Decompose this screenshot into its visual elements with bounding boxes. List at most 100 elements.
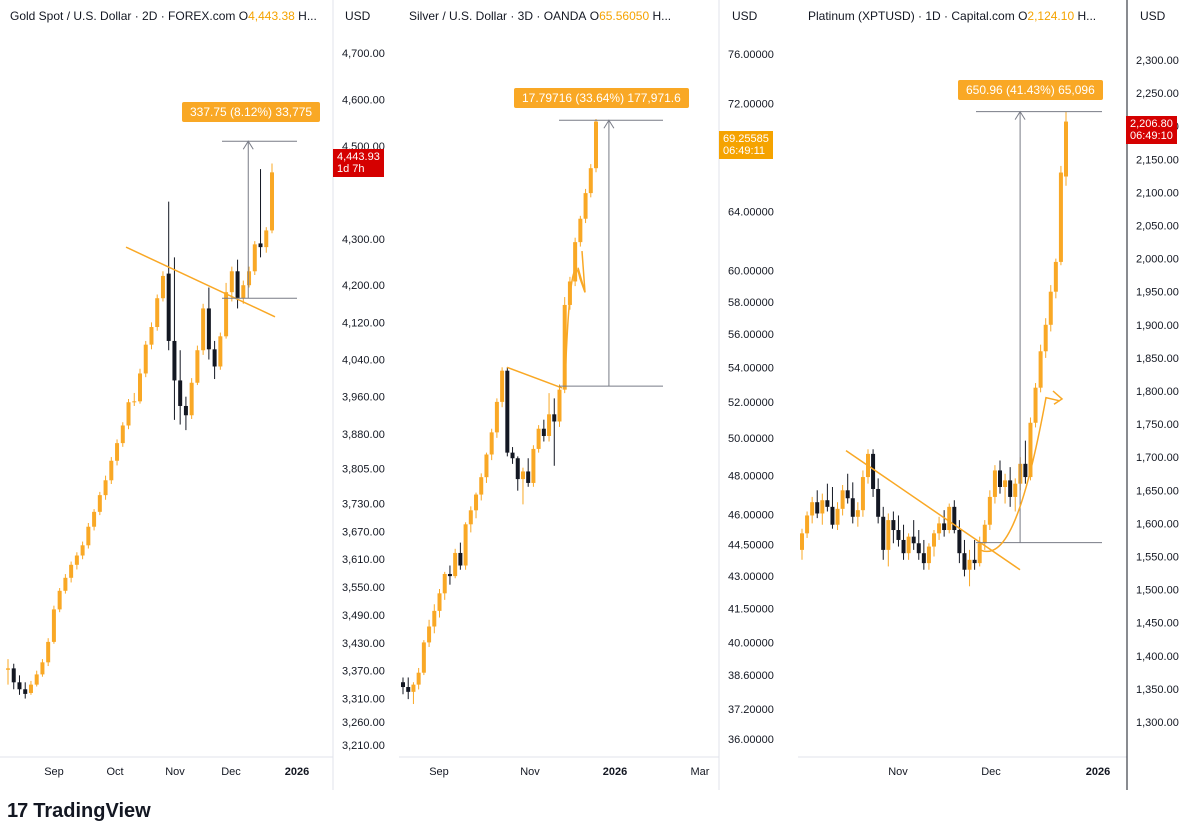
candle-body (1013, 483, 1018, 497)
candle-body (573, 242, 578, 282)
candle-body (427, 626, 432, 643)
candle-body (1038, 351, 1043, 388)
candle-body (23, 689, 28, 694)
candle-body (155, 298, 160, 328)
candle-body (987, 496, 992, 525)
silver-countdown: 06:49:11 (723, 145, 766, 157)
candle-body (57, 590, 62, 610)
candle-body (166, 273, 171, 341)
candle-body (998, 470, 1002, 487)
y-tick-label: 4,300.00 (342, 234, 385, 246)
candle-body (886, 520, 891, 550)
candle-body (437, 593, 442, 611)
candle-body (860, 477, 865, 511)
platinum-chart-svg[interactable]: 2,300.002,250.002,200.002,150.002,100.00… (798, 0, 1200, 790)
candle-body (149, 327, 154, 345)
candle-body (1023, 463, 1028, 478)
candle-body (189, 382, 194, 416)
candle-body (474, 494, 479, 511)
silver-chart-panel[interactable]: 76.00000 72.00000 64.00000 60.00000 58.00000… (399, 0, 797, 790)
y-tick-label: 1,900.00 (1136, 320, 1179, 332)
candle-body (432, 610, 437, 627)
gold-chart-panel[interactable]: 4,700.00 4,600.00 4,500.00 4,300.00 4,200.00… (0, 0, 398, 790)
y-tick-label: 41.50000 (728, 604, 774, 616)
candle-body (1033, 387, 1038, 423)
candle-body (447, 573, 452, 577)
candle-body (815, 502, 820, 514)
y-tick-label: 1,300.00 (1136, 717, 1179, 729)
candle-body (103, 480, 108, 496)
silver-chart-title: Silver / U.S. Dollar · 3D · OANDA O65.56… (409, 9, 671, 23)
candle-body (911, 536, 916, 544)
y-tick-label: 48.00000 (728, 470, 774, 482)
candle-body (896, 530, 901, 540)
candle-body (143, 344, 148, 374)
y-tick-label: 1,600.00 (1136, 518, 1179, 530)
candle-body (463, 524, 468, 566)
candle-body (138, 373, 142, 402)
candle-body (840, 490, 845, 509)
candle-body (1008, 480, 1013, 497)
tradingview-branding[interactable]: 17 TradingView (7, 800, 151, 823)
candle-body (1053, 261, 1058, 292)
candle-body (810, 502, 815, 516)
candle-body (982, 524, 987, 544)
candle-body (126, 402, 131, 426)
candle-body (583, 193, 588, 219)
candle-body (876, 488, 881, 517)
candle-body (562, 304, 567, 390)
platinum-countdown: 06:49:10 (1130, 130, 1173, 142)
y-tick-label: 4,200.00 (342, 280, 385, 292)
candle-body (241, 285, 246, 299)
candle-body (86, 526, 91, 546)
y-tick-label: 3,210.00 (342, 740, 385, 752)
candle-body (28, 684, 33, 693)
candle-body (453, 552, 458, 577)
y-tick-label: 64.00000 (728, 207, 774, 219)
y-tick-label: 2,100.00 (1136, 187, 1179, 199)
platinum-chart-panel[interactable]: 2,300.002,250.002,200.002,150.002,100.00… (798, 0, 1200, 790)
candle-body (421, 642, 426, 673)
gold-title-suffix: H... (298, 9, 317, 23)
y-tick-label: 37.20000 (728, 704, 774, 716)
x-tick-label: Sep (44, 766, 64, 778)
y-tick-label: 52.00000 (728, 397, 774, 409)
y-tick-label: 1,800.00 (1136, 386, 1179, 398)
platinum-open-value: 2,124.10 (1027, 9, 1075, 23)
candle-body (484, 454, 489, 478)
candle-body (881, 516, 886, 550)
x-tick-label: 2026 (603, 766, 627, 778)
y-tick-label: 1,450.00 (1136, 618, 1179, 630)
y-tick-label: 3,960.00 (342, 392, 385, 404)
candle-body (962, 553, 967, 570)
candle-body (411, 684, 416, 692)
candle-body (80, 545, 85, 556)
candle-body (401, 682, 405, 688)
platinum-measure-callout: 650.96 (41.43%) 65,096 (958, 80, 1103, 100)
y-tick-label: 3,260.00 (342, 717, 385, 729)
x-tick-label: Sep (429, 766, 449, 778)
silver-currency-label: USD (732, 9, 758, 23)
candle-body (977, 543, 982, 564)
y-tick-label: 1,850.00 (1136, 353, 1179, 365)
y-tick-label: 4,040.00 (342, 355, 385, 367)
y-tick-label: 3,370.00 (342, 666, 385, 678)
candle-body (120, 425, 125, 444)
y-tick-label: 56.00000 (728, 329, 774, 341)
x-tick-label: Nov (520, 766, 540, 778)
candle-body (212, 349, 217, 367)
candle-body (6, 668, 10, 670)
tradingview-logo-icon: 17 (7, 800, 28, 822)
candle-body (536, 428, 541, 449)
x-tick-label: Mar (691, 766, 710, 778)
silver-open-value: 65.56050 (599, 9, 650, 23)
candle-body (947, 506, 952, 531)
projection-arrow-head (577, 251, 586, 293)
candle-body (17, 682, 22, 690)
silver-last-price-tag: 69.25585 06:49:11 (719, 131, 773, 159)
y-tick-label: 40.00000 (728, 637, 774, 649)
silver-chart-svg[interactable]: 76.00000 72.00000 64.00000 60.00000 58.00000… (399, 0, 797, 790)
candle-body (1003, 480, 1008, 487)
gold-chart-svg[interactable]: 4,700.004,600.004,500.004,300.004,200.00… (0, 0, 398, 790)
candle-body (206, 308, 211, 350)
